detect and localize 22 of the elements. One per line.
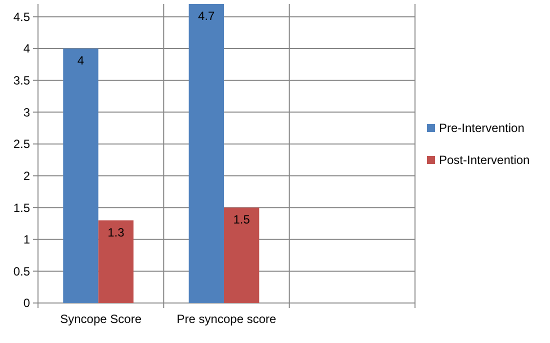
y-tick-label: 0	[23, 296, 30, 310]
legend-label: Pre-Intervention	[439, 121, 524, 136]
bar	[63, 48, 98, 303]
y-tick-label: 3.5	[13, 74, 30, 88]
y-tick-label: 3	[23, 105, 30, 120]
data-label: 1.5	[233, 212, 250, 227]
data-label: 4.7	[198, 9, 216, 23]
y-tick-label: 4	[23, 42, 30, 56]
y-tick-label: 1	[23, 232, 30, 247]
x-tick-label: Pre syncope score	[176, 312, 277, 326]
y-tick-label: 4.5	[13, 10, 30, 24]
y-tick-label: 0.5	[13, 264, 30, 278]
legend-label: Post-Intervention	[439, 153, 530, 168]
bar	[98, 220, 134, 303]
data-label: 1.3	[108, 225, 125, 240]
y-tick-label: 1.5	[13, 200, 30, 215]
bar	[188, 4, 224, 303]
y-tick-label: 2	[23, 168, 30, 183]
y-tick-label: 2.5	[13, 137, 30, 152]
x-tick-label: Syncope Score	[60, 312, 142, 326]
data-label: 4	[77, 54, 84, 68]
bar	[224, 208, 260, 303]
